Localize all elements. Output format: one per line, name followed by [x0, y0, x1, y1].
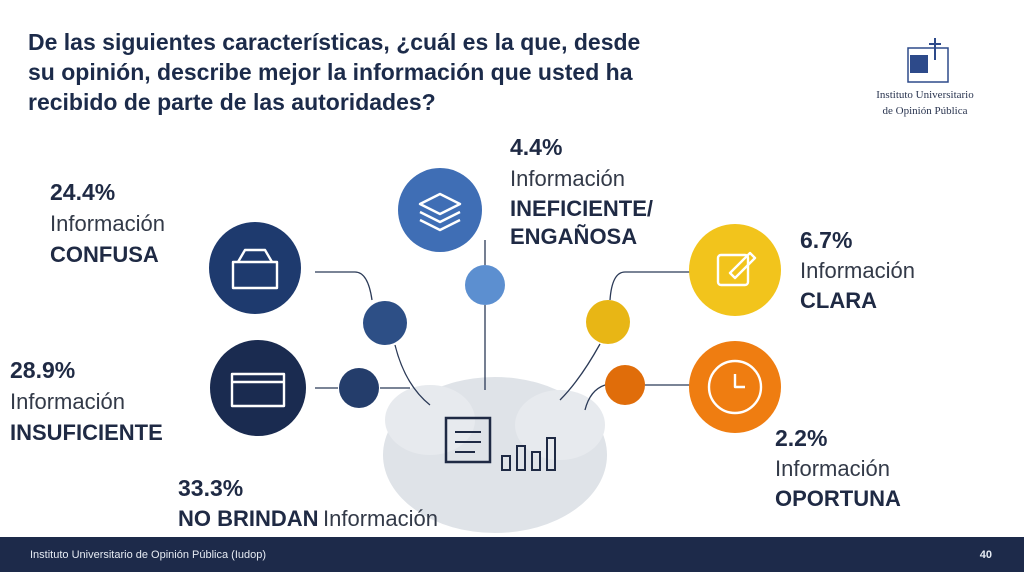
- emphasis: CONFUSA: [50, 242, 159, 267]
- label: Información: [323, 506, 438, 531]
- small-circle: [363, 301, 407, 345]
- emphasis: OPORTUNA: [775, 486, 901, 511]
- emphasis: ENGAÑOSA: [510, 224, 637, 249]
- percent: 2.2%: [775, 425, 827, 451]
- title-line: recibido de parte de las autoridades?: [28, 89, 436, 115]
- brain: [383, 377, 607, 533]
- label-line: NO BRINDAN Información: [178, 506, 438, 531]
- icon-circle: [209, 222, 301, 314]
- percent: 28.9%: [10, 357, 75, 383]
- clock-icon: [707, 359, 763, 415]
- bar-icon: [501, 455, 511, 471]
- small-circle: [465, 265, 505, 305]
- logo-text: Instituto Universitario: [876, 89, 974, 101]
- connector: [584, 384, 606, 411]
- connector: [315, 271, 373, 301]
- logo-block: [910, 55, 928, 73]
- icon-circle: [689, 224, 781, 316]
- box-icon: [230, 372, 286, 408]
- brain-lobe: [385, 385, 475, 455]
- footer-text: Instituto Universitario de Opinión Públi…: [30, 549, 266, 561]
- bar-icon: [516, 445, 526, 471]
- percent: 24.4%: [50, 179, 115, 205]
- small-circle: [339, 368, 379, 408]
- small-circle: [605, 365, 645, 405]
- emphasis: INSUFICIENTE: [10, 420, 163, 445]
- brain-lobe: [515, 390, 605, 460]
- label: Información: [800, 258, 915, 283]
- icon-circle: [210, 340, 306, 436]
- layers-icon: [418, 192, 462, 232]
- connector: [559, 343, 601, 401]
- emphasis: CLARA: [800, 288, 877, 313]
- label: Información: [510, 166, 625, 191]
- logo: Instituto Universitario de Opinión Públi…: [876, 38, 974, 117]
- clipboard-icon: [444, 416, 492, 464]
- edit-icon: [728, 251, 757, 280]
- connector: [609, 271, 690, 301]
- label: Información: [50, 211, 165, 236]
- percent: 6.7%: [800, 227, 852, 253]
- title-line: su opinión, describe mejor la informació…: [28, 59, 633, 85]
- emphasis: NO BRINDAN: [178, 506, 319, 531]
- bar-icon: [531, 451, 541, 471]
- box-icon: [236, 248, 274, 263]
- bar-icon: [546, 437, 556, 471]
- edit-icon: [716, 253, 750, 287]
- clock-icon: [733, 374, 745, 389]
- percent: 33.3%: [178, 475, 243, 501]
- page-number: 40: [980, 549, 992, 561]
- connector: [394, 344, 431, 406]
- emphasis: INEFICIENTE/: [510, 196, 653, 221]
- logo-text: de Opinión Pública: [883, 105, 968, 117]
- footer-bar: [0, 537, 1024, 572]
- small-circle: [586, 300, 630, 344]
- label: Información: [775, 456, 890, 481]
- box-icon: [231, 260, 279, 290]
- percent: 4.4%: [510, 134, 562, 160]
- title-line: De las siguientes características, ¿cuál…: [28, 29, 640, 55]
- icon-circle: [398, 168, 482, 252]
- label: Información: [10, 389, 125, 414]
